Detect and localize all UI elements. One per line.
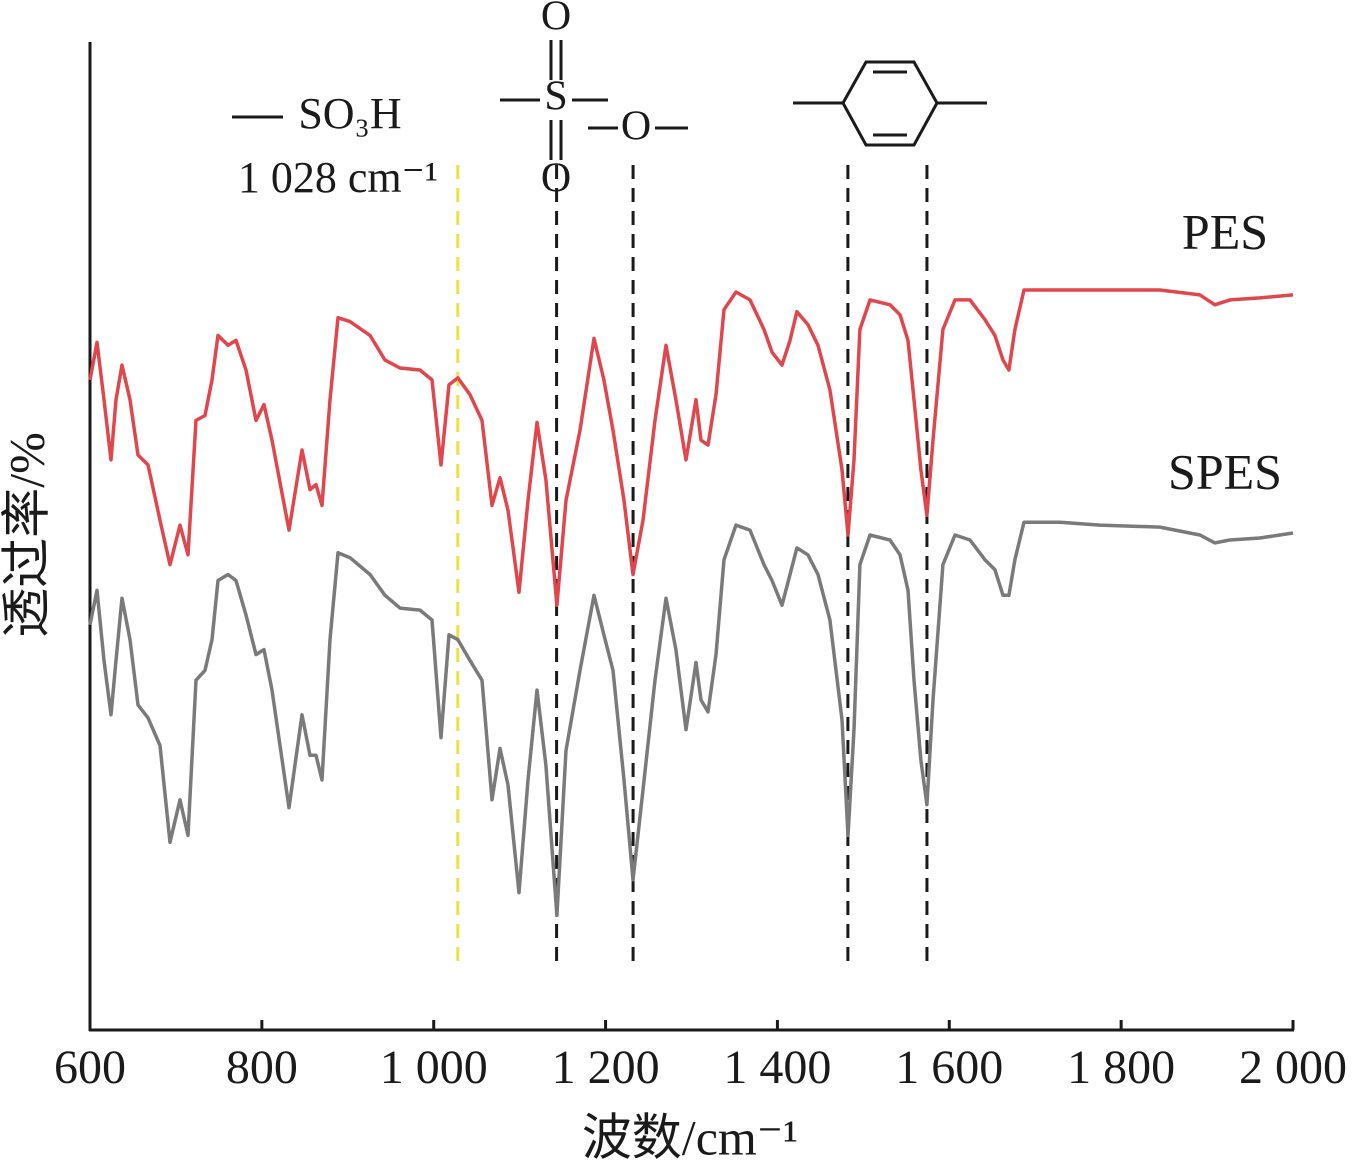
spectrum-line bbox=[88, 520, 1294, 918]
x-tick-label: 2 000 bbox=[1239, 1041, 1347, 1094]
x-tick-label: 600 bbox=[54, 1041, 126, 1094]
y-axis-title: 透过率/% bbox=[0, 432, 54, 638]
spectrum-line bbox=[88, 288, 1294, 607]
atom: O bbox=[621, 104, 651, 150]
x-tick-label: 1 600 bbox=[895, 1041, 1003, 1094]
x-tick-label: 1 400 bbox=[723, 1041, 831, 1094]
benzene-ring bbox=[841, 60, 939, 147]
x-tick-label: 1 200 bbox=[552, 1041, 660, 1094]
series-label: PES bbox=[1182, 203, 1268, 259]
x-axis-title: 波数/cm⁻¹ bbox=[582, 1109, 798, 1165]
x-tick-label: 1 800 bbox=[1067, 1041, 1175, 1094]
atom: S bbox=[544, 74, 567, 120]
structures bbox=[232, 40, 987, 160]
wavenumber-label: 1 028 cm⁻¹ bbox=[238, 153, 438, 202]
x-tick-label: 800 bbox=[226, 1041, 298, 1094]
group-label: SO₃H bbox=[298, 89, 401, 138]
x-tick-label: 1 000 bbox=[380, 1041, 488, 1094]
atom: O bbox=[541, 0, 571, 40]
series-label: SPES bbox=[1168, 443, 1282, 499]
